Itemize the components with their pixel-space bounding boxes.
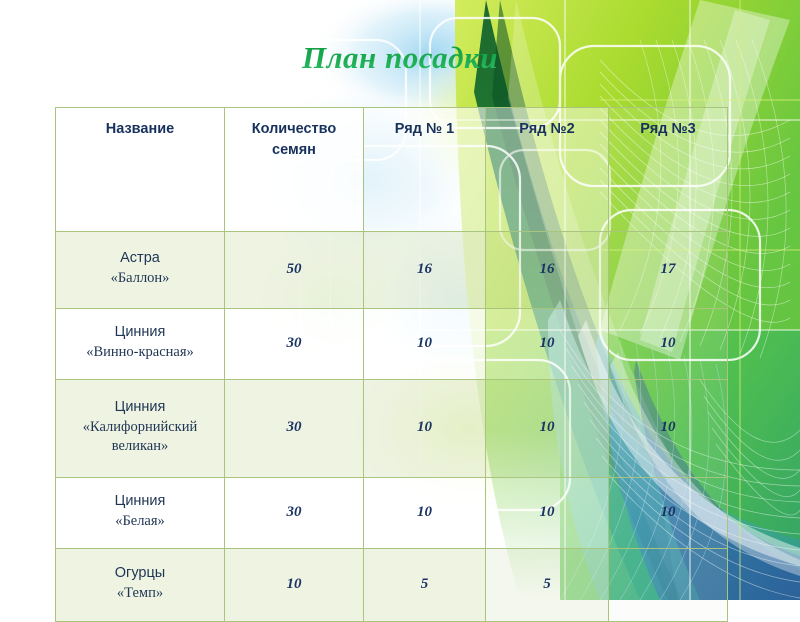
- plant-name-variety: «Баллон»: [110, 270, 170, 286]
- cell-row-2: 5: [485, 548, 609, 622]
- table-header: Название Количество семян Ряд № 1 Ряд №2…: [55, 107, 728, 232]
- cell-row-1: 10: [363, 379, 486, 478]
- cell-seed-count: 30: [224, 477, 364, 549]
- cell-row-1: 10: [363, 308, 486, 380]
- plant-name-main: Огурцы: [114, 565, 166, 582]
- cell-row-3: [608, 548, 728, 622]
- plant-name-variety: «Белая»: [115, 513, 165, 529]
- table-row: Цинния «Калифорнийский великан» 30 10 10…: [55, 379, 728, 478]
- cell-row-3: 17: [608, 231, 728, 309]
- cell-seed-count: 30: [224, 379, 364, 478]
- page-title: План посадки: [0, 40, 800, 76]
- table-row: Цинния «Белая» 30 10 10 10: [55, 477, 728, 549]
- cell-plant-name: Цинния «Винно-красная»: [55, 308, 225, 380]
- planting-plan-table-wrapper: Название Количество семян Ряд № 1 Ряд №2…: [55, 107, 728, 622]
- column-header-name: Название: [55, 107, 225, 232]
- column-header-row-1: Ряд № 1: [363, 107, 486, 232]
- cell-seed-count: 30: [224, 308, 364, 380]
- cell-row-2: 10: [485, 379, 609, 478]
- plant-name-variety: «Винно-красная»: [86, 344, 194, 360]
- table-row: Астра «Баллон» 50 16 16 17: [55, 231, 728, 309]
- cell-row-1: 5: [363, 548, 486, 622]
- cell-row-1: 16: [363, 231, 486, 309]
- table-body: Астра «Баллон» 50 16 16 17 Цинния «Винно…: [55, 231, 728, 622]
- plant-name-variety: «Темп»: [116, 585, 164, 601]
- column-header-row-2: Ряд №2: [485, 107, 609, 232]
- column-header-seed-count: Количество семян: [224, 107, 364, 232]
- cell-row-2: 10: [485, 308, 609, 380]
- cell-row-3: 10: [608, 379, 728, 478]
- cell-seed-count: 50: [224, 231, 364, 309]
- plant-name-main: Астра: [120, 250, 160, 267]
- cell-plant-name: Цинния «Калифорнийский великан»: [55, 379, 225, 478]
- plant-name-main: Цинния: [114, 399, 166, 416]
- table-header-row: Название Количество семян Ряд № 1 Ряд №2…: [55, 107, 728, 232]
- cell-row-2: 10: [485, 477, 609, 549]
- table-row: Цинния «Винно-красная» 30 10 10 10: [55, 308, 728, 380]
- cell-row-1: 10: [363, 477, 486, 549]
- plant-name-main: Цинния: [114, 493, 166, 510]
- table-row: Огурцы «Темп» 10 5 5: [55, 548, 728, 622]
- plant-name-main: Цинния: [114, 324, 166, 341]
- column-header-row-3: Ряд №3: [608, 107, 728, 232]
- cell-plant-name: Астра «Баллон»: [55, 231, 225, 309]
- cell-seed-count: 10: [224, 548, 364, 622]
- cell-plant-name: Огурцы «Темп»: [55, 548, 225, 622]
- cell-row-2: 16: [485, 231, 609, 309]
- cell-row-3: 10: [608, 308, 728, 380]
- planting-plan-table: Название Количество семян Ряд № 1 Ряд №2…: [55, 107, 728, 622]
- plant-name-variety: «Калифорнийский великан»: [82, 418, 198, 455]
- cell-row-3: 10: [608, 477, 728, 549]
- cell-plant-name: Цинния «Белая»: [55, 477, 225, 549]
